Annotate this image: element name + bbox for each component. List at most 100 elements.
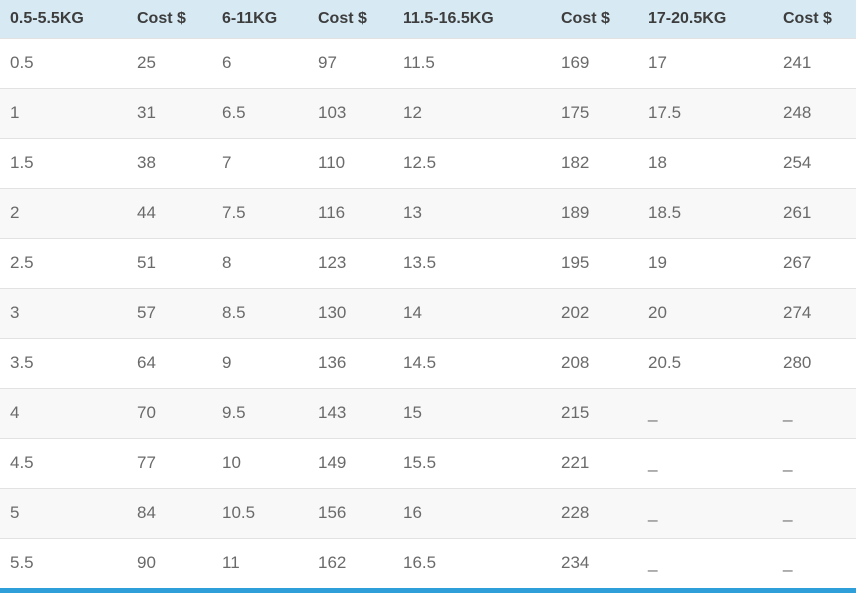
- table-cell: 10.5: [212, 487, 308, 538]
- table-cell: 136: [308, 337, 393, 388]
- table-row: 5 84 10.5 156 16 228 _ _: [0, 487, 856, 538]
- table-cell: 5.5: [0, 537, 127, 588]
- table-cell: 14: [393, 287, 551, 338]
- header-cell: 17-20.5KG: [638, 0, 773, 38]
- table-cell: 18: [638, 137, 773, 188]
- header-cell: 11.5-16.5KG: [393, 0, 551, 38]
- table-cell: 25: [127, 37, 212, 88]
- header-cell: Cost $: [127, 0, 212, 38]
- table-cell: 13.5: [393, 237, 551, 288]
- table-cell: 20: [638, 287, 773, 338]
- table-cell: 16.5: [393, 537, 551, 588]
- table-cell: 149: [308, 437, 393, 488]
- bottom-accent-bar: [0, 588, 856, 593]
- table-cell: 14.5: [393, 337, 551, 388]
- table-cell: 97: [308, 37, 393, 88]
- table-cell: 4: [0, 387, 127, 438]
- table-cell: _: [773, 537, 856, 588]
- table-cell: 7.5: [212, 187, 308, 238]
- table-cell: 8: [212, 237, 308, 288]
- table-row: 0.5 25 6 97 11.5 169 17 241: [0, 37, 856, 88]
- table-row: 2 44 7.5 116 13 189 18.5 261: [0, 187, 856, 238]
- table-cell: 70: [127, 387, 212, 438]
- table-cell: 8.5: [212, 287, 308, 338]
- table-cell: 248: [773, 87, 856, 138]
- table-cell: 84: [127, 487, 212, 538]
- table-cell: 280: [773, 337, 856, 388]
- table-cell: 1: [0, 87, 127, 138]
- table-cell: 6: [212, 37, 308, 88]
- table-cell: 261: [773, 187, 856, 238]
- table-cell: _: [773, 437, 856, 488]
- table-body: 0.5 25 6 97 11.5 169 17 241 1 31 6.5 103 12 175 17.5 24…: [0, 37, 856, 588]
- table-cell: 234: [551, 537, 638, 588]
- table-cell: _: [773, 487, 856, 538]
- table-cell: 19: [638, 237, 773, 288]
- table-cell: 228: [551, 487, 638, 538]
- table-cell: _: [638, 537, 773, 588]
- table-cell: 16: [393, 487, 551, 538]
- table-cell: 156: [308, 487, 393, 538]
- table-cell: 51: [127, 237, 212, 288]
- table-cell: 4.5: [0, 437, 127, 488]
- header-cell: Cost $: [308, 0, 393, 38]
- table-cell: 103: [308, 87, 393, 138]
- table-cell: 5: [0, 487, 127, 538]
- table-header: 0.5-5.5KG Cost $6-11KG Cost $11.5-16.5KG Co…: [0, 0, 856, 38]
- table-cell: 267: [773, 237, 856, 288]
- table-row: 1 31 6.5 103 12 175 17.5 248: [0, 87, 856, 138]
- table-row: 5.5 90 11 162 16.5 234 _ _: [0, 537, 856, 588]
- table-cell: 3: [0, 287, 127, 338]
- table-cell: 208: [551, 337, 638, 388]
- table-cell: 15: [393, 387, 551, 438]
- table-cell: 162: [308, 537, 393, 588]
- table-cell: 12: [393, 87, 551, 138]
- table-cell: 17.5: [638, 87, 773, 138]
- table-cell: 195: [551, 237, 638, 288]
- table-cell: 15.5: [393, 437, 551, 488]
- table-cell: 44: [127, 187, 212, 238]
- table-cell: 241: [773, 37, 856, 88]
- table-cell: 90: [127, 537, 212, 588]
- table-cell: 175: [551, 87, 638, 138]
- table-cell: 123: [308, 237, 393, 288]
- table-cell: 10: [212, 437, 308, 488]
- table-cell: 77: [127, 437, 212, 488]
- table-cell: 110: [308, 137, 393, 188]
- table-cell: 17: [638, 37, 773, 88]
- table-cell: 20.5: [638, 337, 773, 388]
- table-cell: 0.5: [0, 37, 127, 88]
- table-cell: 274: [773, 287, 856, 338]
- table-cell: 7: [212, 137, 308, 188]
- table-cell: 221: [551, 437, 638, 488]
- table-cell: 182: [551, 137, 638, 188]
- table-cell: 3.5: [0, 337, 127, 388]
- table-cell: _: [638, 487, 773, 538]
- table-cell: 215: [551, 387, 638, 438]
- header-row: 0.5-5.5KG Cost $6-11KG Cost $11.5-16.5KG Co…: [0, 0, 856, 38]
- table-cell: 38: [127, 137, 212, 188]
- table-row: 2.5 51 8 123 13.5 195 19 267: [0, 237, 856, 288]
- table-cell: 9: [212, 337, 308, 388]
- table-cell: 2: [0, 187, 127, 238]
- header-cell: Cost $: [551, 0, 638, 38]
- table-row: 1.5 38 7 110 12.5 182 18 254: [0, 137, 856, 188]
- table-cell: 31: [127, 87, 212, 138]
- table-cell: 11.5: [393, 37, 551, 88]
- table-cell: 12.5: [393, 137, 551, 188]
- table-row: 4.5 77 10 149 15.5 221 _ _: [0, 437, 856, 488]
- table-cell: 11: [212, 537, 308, 588]
- table-cell: _: [773, 387, 856, 438]
- table-cell: 1.5: [0, 137, 127, 188]
- table-cell: _: [638, 437, 773, 488]
- table-cell: 9.5: [212, 387, 308, 438]
- table-cell: 57: [127, 287, 212, 338]
- header-cell: Cost $: [773, 0, 856, 38]
- table-cell: _: [638, 387, 773, 438]
- table-cell: 13: [393, 187, 551, 238]
- table-row: 4 70 9.5 143 15 215 _ _: [0, 387, 856, 438]
- table-cell: 254: [773, 137, 856, 188]
- table-cell: 64: [127, 337, 212, 388]
